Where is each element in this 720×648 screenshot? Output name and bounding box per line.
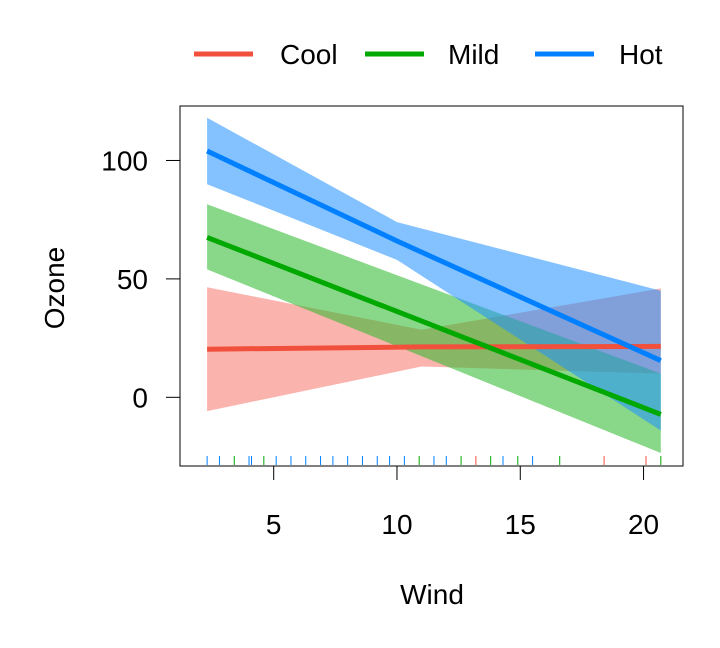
line-cool [207,343,661,352]
y-tick-label: 100 [101,145,148,176]
x-axis: 5 10 15 20 [266,466,659,540]
rug-marks [206,456,662,465]
series-lines [206,148,662,417]
x-tick-label: 5 [266,509,282,540]
x-axis-label: Wind [400,579,464,610]
confidence-bands [207,117,661,453]
y-axis: 0 50 100 [101,145,180,413]
y-tick-label: 50 [117,264,148,295]
band-mild [207,204,661,453]
y-axis-label: Ozone [39,247,70,330]
legend-label-hot: Hot [619,39,663,70]
x-tick-label: 20 [628,509,659,540]
line-hot [206,148,662,363]
x-tick-label: 15 [505,509,536,540]
line-mild [206,235,662,417]
y-tick-label: 0 [132,382,148,413]
x-tick-label: 10 [381,509,412,540]
legend-label-mild: Mild [448,39,499,70]
band-hot [207,117,661,431]
legend-label-cool: Cool [280,39,338,70]
legend: Cool Mild Hot [194,39,663,70]
plot-frame [179,105,684,467]
